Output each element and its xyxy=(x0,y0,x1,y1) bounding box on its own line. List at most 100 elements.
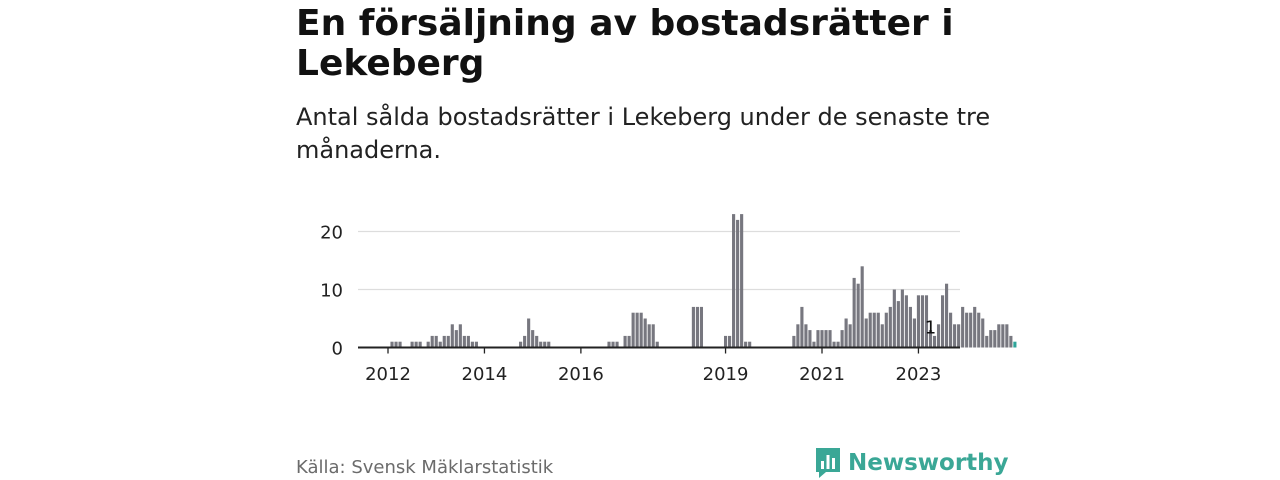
bar xyxy=(989,330,993,348)
bar xyxy=(884,312,888,348)
bar xyxy=(736,219,740,348)
bar xyxy=(836,341,840,348)
bar xyxy=(864,318,868,348)
bar xyxy=(816,330,820,348)
bar xyxy=(519,341,523,348)
bar xyxy=(539,341,543,348)
bar xyxy=(631,312,635,348)
bar xyxy=(820,330,824,348)
bar xyxy=(450,324,454,348)
bar xyxy=(458,324,462,348)
bar xyxy=(892,289,896,348)
bar xyxy=(800,306,804,348)
bar xyxy=(410,341,414,348)
bar xyxy=(896,301,900,348)
newsworthy-logo-text: Newsworthy xyxy=(848,450,1009,476)
bar xyxy=(699,306,704,348)
bar xyxy=(607,341,611,348)
bar xyxy=(940,295,945,348)
bar xyxy=(852,277,856,348)
newsworthy-logo[interactable]: Newsworthy xyxy=(814,446,1009,480)
bar xyxy=(936,324,941,348)
bar xyxy=(808,330,812,348)
bar xyxy=(973,306,977,348)
bar xyxy=(920,295,925,348)
x-tick-label: 2012 xyxy=(365,364,411,385)
bar xyxy=(993,330,997,348)
bar xyxy=(398,341,402,348)
bar xyxy=(414,341,418,348)
bar xyxy=(900,289,904,348)
bar xyxy=(961,306,965,348)
bar xyxy=(462,335,466,348)
bar xyxy=(466,335,470,348)
bar xyxy=(639,312,643,348)
bar xyxy=(523,335,527,348)
x-tick-label: 2021 xyxy=(799,364,845,385)
bar xyxy=(844,318,848,348)
bar xyxy=(728,335,732,348)
bar xyxy=(732,214,736,348)
bar xyxy=(643,318,647,348)
bar xyxy=(904,295,908,348)
bar xyxy=(977,312,981,348)
bar xyxy=(957,324,961,348)
bar xyxy=(916,295,921,348)
bar xyxy=(832,341,836,348)
bar xyxy=(438,341,442,348)
bar xyxy=(470,341,474,348)
bar xyxy=(997,324,1001,348)
bar xyxy=(454,330,458,348)
bar xyxy=(868,312,872,348)
bar xyxy=(543,341,547,348)
bar xyxy=(1009,335,1013,348)
bar xyxy=(848,324,852,348)
x-tick-label: 2016 xyxy=(558,364,604,385)
bar xyxy=(1001,324,1005,348)
bar xyxy=(953,324,957,348)
x-tick-label: 2019 xyxy=(703,364,749,385)
bar xyxy=(740,214,744,348)
y-tick-label: 10 xyxy=(320,281,343,302)
bar xyxy=(627,335,631,348)
x-tick-label: 2014 xyxy=(462,364,508,385)
bar xyxy=(651,324,655,348)
bar xyxy=(723,335,728,348)
bar xyxy=(796,324,800,348)
bar xyxy=(430,335,434,348)
y-tick-label: 20 xyxy=(320,223,343,244)
bar xyxy=(611,341,615,348)
bar xyxy=(876,312,880,348)
bar xyxy=(860,266,864,348)
bar xyxy=(547,341,551,348)
bar xyxy=(888,306,892,348)
newsworthy-logo-icon xyxy=(816,448,840,478)
bar xyxy=(647,324,651,348)
bar xyxy=(924,295,929,348)
chart-subtitle: Antal sålda bostadsrätter i Lekeberg und… xyxy=(296,103,991,164)
bar xyxy=(1013,341,1017,348)
bar xyxy=(949,312,953,348)
bar xyxy=(535,335,539,348)
bar xyxy=(932,335,937,348)
bar xyxy=(691,306,695,348)
bar xyxy=(985,335,989,348)
bar xyxy=(824,330,828,348)
bar xyxy=(531,330,535,348)
bar xyxy=(527,318,531,348)
bar xyxy=(418,341,422,348)
bar xyxy=(623,335,627,348)
bar xyxy=(442,335,446,348)
bar xyxy=(969,312,973,348)
bar xyxy=(804,324,808,348)
bar xyxy=(446,335,450,348)
bar xyxy=(965,312,969,348)
bar xyxy=(635,312,639,348)
bar xyxy=(908,306,912,348)
bar xyxy=(945,283,949,348)
bar xyxy=(744,341,748,348)
bar xyxy=(615,341,619,348)
bar xyxy=(695,306,699,348)
chart-title: En försäljning av bostadsrätter i Lekebe… xyxy=(296,3,954,84)
bar xyxy=(394,341,398,348)
